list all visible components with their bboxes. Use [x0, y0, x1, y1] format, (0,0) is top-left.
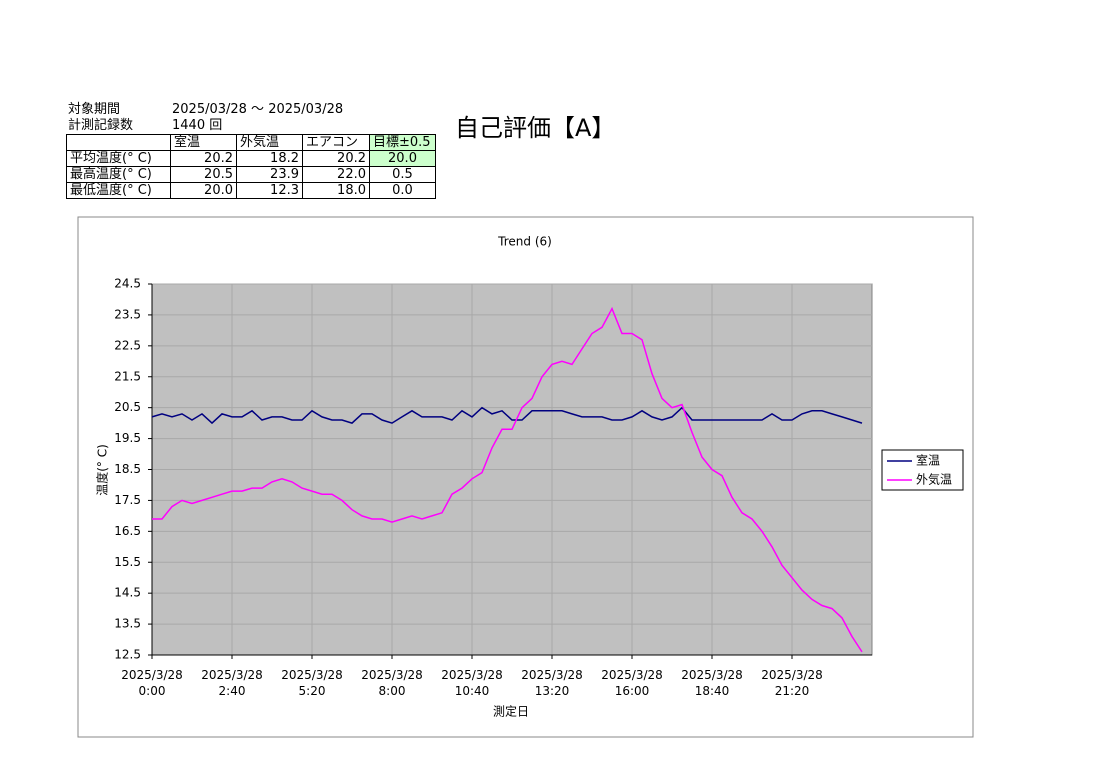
table-row: 最低温度(° C) 20.0 12.3 18.0 0.0 — [66, 182, 436, 199]
table-cell: エアコン — [302, 134, 370, 151]
x-tick-label: 2025/3/28 13:20 — [521, 668, 583, 698]
x-tick-label: 2025/3/28 0:00 — [121, 668, 183, 698]
y-tick-label: 24.5 — [114, 277, 141, 291]
y-tick-label: 17.5 — [114, 493, 141, 507]
chart-frame — [77, 216, 974, 738]
period-value: 2025/03/28 ～ 2025/03/28 — [172, 102, 344, 117]
data-line — [152, 306, 863, 653]
table-cell: 20.0 — [170, 182, 237, 199]
legend-label: 室温 — [916, 453, 940, 468]
x-tick-label: 2025/3/28 5:20 — [281, 668, 343, 698]
table-row: 平均温度(° C) 20.2 18.2 20.2 20.0 — [66, 150, 436, 167]
y-tick-label: 13.5 — [114, 617, 141, 631]
table-cell: 目標±0.5 — [369, 134, 436, 151]
table-row: 最高温度(° C) 20.5 23.9 22.0 0.5 — [66, 166, 436, 183]
table-cell: 室温 — [170, 134, 237, 151]
y-axis-title: 温度(° C) — [95, 444, 110, 496]
x-tick-label: 2025/3/28 10:40 — [441, 668, 503, 698]
count-label: 計測記録数 — [68, 118, 134, 133]
table-cell: 18.2 — [236, 150, 303, 167]
data-line — [151, 406, 863, 425]
x-tick-label: 2025/3/28 21:20 — [761, 668, 823, 698]
table-cell: 20.5 — [170, 166, 237, 183]
legend-label: 外気温 — [916, 472, 952, 487]
y-tick-label: 18.5 — [114, 462, 141, 476]
table-cell: 18.0 — [302, 182, 370, 199]
y-tick-label: 21.5 — [114, 369, 141, 383]
count-value: 1440 回 — [172, 118, 223, 133]
table-cell: 12.3 — [236, 182, 303, 199]
y-tick-label: 14.5 — [114, 586, 141, 600]
table-cell — [66, 134, 171, 151]
table-cell: 最低温度(° C) — [66, 182, 171, 199]
table-row: 室温 外気温 エアコン 目標±0.5 — [66, 134, 436, 151]
table-cell: 0.5 — [369, 166, 436, 183]
y-tick-label: 12.5 — [114, 648, 141, 662]
y-tick-label: 15.5 — [114, 555, 141, 569]
table-cell: 平均温度(° C) — [66, 150, 171, 167]
table-cell: 最高温度(° C) — [66, 166, 171, 183]
table-cell: 20.0 — [369, 150, 436, 167]
y-tick-label: 23.5 — [114, 307, 141, 321]
table-cell: 0.0 — [369, 182, 436, 199]
rating: 自己評価【A】 — [455, 114, 616, 142]
x-tick-label: 2025/3/28 8:00 — [361, 668, 423, 698]
plot-area — [151, 283, 873, 656]
y-tick-label: 19.5 — [114, 431, 141, 445]
x-axis-title: 測定日 — [493, 704, 529, 719]
chart-title: Trend (6) — [497, 235, 552, 249]
x-tick-label: 2025/3/28 2:40 — [201, 668, 263, 698]
table-cell: 20.2 — [302, 150, 370, 167]
x-tick-label: 2025/3/28 18:40 — [681, 668, 743, 698]
table-cell: 20.2 — [170, 150, 237, 167]
x-tick-label: 2025/3/28 16:00 — [601, 668, 663, 698]
y-tick-label: 22.5 — [114, 338, 141, 352]
legend-box — [881, 449, 964, 491]
table-cell: 23.9 — [236, 166, 303, 183]
y-tick-label: 16.5 — [114, 524, 141, 538]
table-cell: 22.0 — [302, 166, 370, 183]
y-tick-label: 20.5 — [114, 400, 141, 414]
table-cell: 外気温 — [236, 134, 303, 151]
period-label: 対象期間 — [68, 102, 121, 117]
summary-table: 室温 外気温 エアコン 目標±0.5 平均温度(° C) 20.2 18.2 20.2 20.0… — [66, 134, 436, 199]
